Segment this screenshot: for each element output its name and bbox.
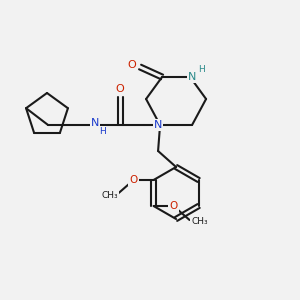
Text: O: O [116,84,124,94]
Text: N: N [188,72,196,82]
Text: N: N [91,118,99,128]
Text: O: O [169,201,178,211]
Text: O: O [128,60,136,70]
Text: CH₃: CH₃ [101,191,118,200]
Text: H: H [99,127,106,136]
Text: H: H [198,64,205,74]
Text: O: O [129,175,138,185]
Text: N: N [154,120,162,130]
Text: CH₃: CH₃ [191,218,208,226]
